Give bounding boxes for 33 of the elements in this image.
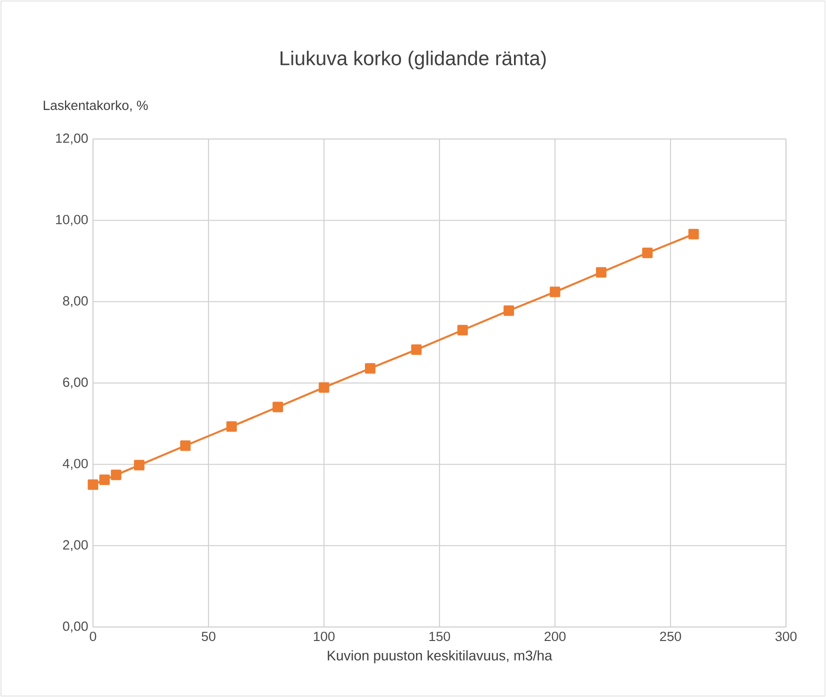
point bbox=[688, 228, 699, 240]
point bbox=[272, 402, 284, 412]
chart-title: Liukuva korko (glidande ränta) bbox=[280, 50, 546, 70]
point bbox=[504, 305, 514, 316]
x-axis-title: Kuvion puuston keskitilavuus, m3/ha bbox=[328, 650, 552, 664]
y-tick-label: 8,00 bbox=[63, 296, 88, 308]
x-tick-label: 150 bbox=[429, 632, 450, 642]
y-tick-label: 4,00 bbox=[62, 458, 88, 470]
point bbox=[411, 344, 422, 355]
point bbox=[226, 421, 237, 432]
point bbox=[99, 474, 110, 486]
x-tick-label: 0 bbox=[90, 632, 96, 642]
y-tick-label: 10,00 bbox=[56, 214, 88, 226]
y-tick-label: 12,00 bbox=[56, 134, 88, 144]
point bbox=[596, 267, 606, 278]
point bbox=[642, 248, 653, 258]
x-tick-label: 50 bbox=[202, 632, 216, 642]
point bbox=[550, 286, 560, 298]
y-tick-label: 0,00 bbox=[62, 622, 88, 632]
x-tick-label: 100 bbox=[314, 632, 335, 642]
x-tick-label: 250 bbox=[660, 632, 682, 642]
x-tick-label: 200 bbox=[544, 632, 566, 642]
y-tick-label: 6,00 bbox=[63, 378, 88, 388]
point bbox=[364, 363, 376, 374]
x-tick-label: 300 bbox=[775, 632, 797, 642]
point bbox=[180, 440, 191, 451]
point bbox=[318, 382, 330, 393]
point bbox=[457, 324, 468, 336]
point bbox=[88, 479, 98, 490]
point bbox=[134, 460, 144, 470]
point bbox=[110, 470, 122, 480]
y-axis-title: Laskentakorko, % bbox=[44, 100, 148, 112]
y-tick-label: 2,00 bbox=[63, 540, 88, 552]
